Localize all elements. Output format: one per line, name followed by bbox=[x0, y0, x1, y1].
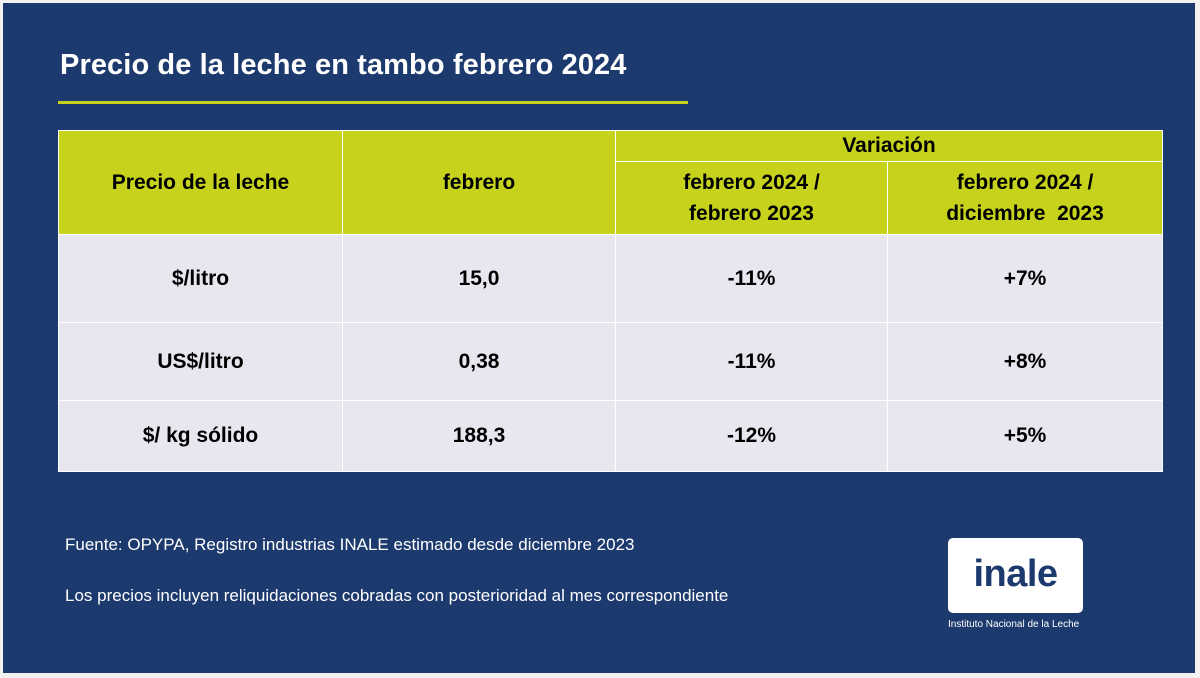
table-row: US$/litro 0,38 -11% +8% bbox=[58, 322, 1164, 401]
source-note: Fuente: OPYPA, Registro industrias INALE… bbox=[65, 535, 635, 554]
inale-logo: inale bbox=[948, 538, 1083, 613]
table-row: $/litro 15,0 -11% +7% bbox=[58, 234, 1164, 323]
table-row: $/ kg sólido 188,3 -12% +5% bbox=[58, 400, 1164, 472]
header-variation-annual-line2: febrero 2023 bbox=[689, 202, 814, 225]
header-variation-monthly: febrero 2024 / diciembre 2023 bbox=[886, 161, 1164, 235]
slide: Precio de la leche en tambo febrero 2024… bbox=[3, 3, 1195, 673]
header-variation-monthly-line1: febrero 2024 / bbox=[956, 171, 1094, 194]
header-variation: Variación bbox=[614, 130, 1164, 162]
row-february-value: 188,3 bbox=[342, 400, 616, 472]
milk-price-table: Precio de la leche febrero Variación feb… bbox=[58, 130, 1164, 472]
logo-wordmark: inale bbox=[973, 553, 1058, 595]
header-variation-annual-line1: febrero 2024 / bbox=[683, 171, 820, 194]
price-note: Los precios incluyen reliquidaciones cob… bbox=[65, 586, 729, 605]
row-monthly-variation: +8% bbox=[886, 322, 1164, 401]
header-row-group: Precio de la leche febrero Variación bbox=[58, 130, 1164, 235]
row-annual-variation: -11% bbox=[615, 322, 888, 401]
row-february-value: 0,38 bbox=[342, 322, 616, 401]
row-label: $/litro bbox=[58, 234, 343, 323]
header-variation-annual: febrero 2024 / febrero 2023 bbox=[615, 161, 888, 235]
header-variation-monthly-line2: diciembre 2023 bbox=[946, 202, 1104, 225]
row-annual-variation: -11% bbox=[615, 234, 888, 323]
title-underline bbox=[58, 101, 688, 104]
header-month: febrero bbox=[342, 130, 616, 235]
header-row-sub: febrero 2024 / febrero 2023 febrero 2024… bbox=[59, 161, 1164, 235]
row-monthly-variation: +5% bbox=[886, 400, 1164, 472]
row-label: US$/litro bbox=[58, 322, 343, 401]
row-monthly-variation: +7% bbox=[886, 234, 1164, 323]
page-title: Precio de la leche en tambo febrero 2024 bbox=[60, 49, 627, 81]
row-annual-variation: -12% bbox=[615, 400, 888, 472]
logo-caption: Instituto Nacional de la Leche bbox=[948, 619, 1080, 630]
row-label: $/ kg sólido bbox=[58, 400, 343, 472]
row-february-value: 15,0 bbox=[342, 234, 616, 323]
header-price-type: Precio de la leche bbox=[58, 130, 343, 235]
